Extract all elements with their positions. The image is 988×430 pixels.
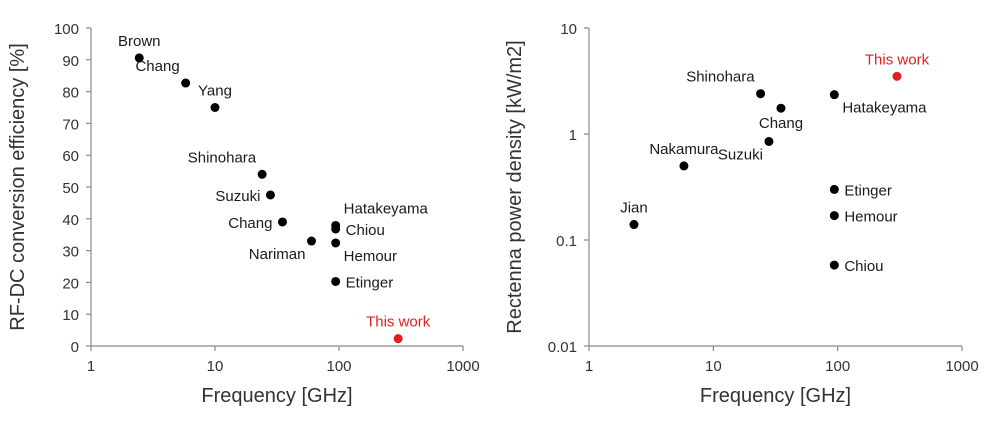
x-axis-label: Frequency [GHz] bbox=[700, 385, 851, 407]
data-point bbox=[892, 71, 902, 81]
data-point-label: Shinohara bbox=[686, 69, 755, 86]
y-tick-label: 0.1 bbox=[556, 233, 577, 250]
y-tick-label: 1 bbox=[569, 127, 577, 144]
data-point-label: Suzuki bbox=[718, 146, 763, 163]
data-point-label: Chang bbox=[135, 58, 179, 75]
y-tick-label: 80 bbox=[62, 85, 79, 102]
data-point-label: Nakamura bbox=[649, 141, 719, 158]
data-point bbox=[306, 236, 316, 246]
x-tick-label: 10 bbox=[705, 358, 722, 375]
data-point-label: Chang bbox=[759, 115, 803, 132]
data-point bbox=[181, 78, 191, 88]
x-tick-label: 100 bbox=[326, 358, 351, 375]
data-point-label: Nariman bbox=[249, 246, 306, 263]
data-point bbox=[277, 217, 287, 227]
y-tick-label: 0.01 bbox=[548, 339, 577, 356]
y-tick-label: 70 bbox=[62, 116, 79, 133]
x-ticks: 1 10 100 1000 bbox=[585, 346, 979, 375]
data-point bbox=[829, 211, 839, 221]
y-tick-label: 50 bbox=[62, 180, 79, 197]
x-tick-label: 1 bbox=[585, 358, 593, 375]
data-point-label: This work bbox=[366, 314, 431, 331]
y-ticks: 0 10 20 30 40 50 60 70 80 90 100 bbox=[54, 21, 91, 356]
data-point-label: This work bbox=[865, 51, 930, 68]
data-points: Jian Nakamura Shinohara Chang Suzuki Hatakeya… bbox=[620, 51, 929, 275]
y-tick-label: 100 bbox=[54, 21, 79, 38]
data-point-label: Hatakeyama bbox=[842, 100, 927, 117]
data-point-label: Suzuki bbox=[215, 188, 260, 205]
data-point bbox=[331, 224, 341, 234]
x-axis-label: Frequency [GHz] bbox=[201, 385, 352, 407]
data-point bbox=[393, 334, 403, 344]
data-point bbox=[756, 89, 766, 99]
y-axis-label: Rectenna power density [kW/m2] bbox=[504, 40, 526, 333]
y-ticks: 0.01 0.1 1 10 bbox=[548, 21, 589, 356]
data-point bbox=[331, 276, 341, 286]
data-point-label: Etinger bbox=[844, 182, 892, 199]
y-tick-label: 10 bbox=[62, 307, 79, 324]
y-tick-label: 30 bbox=[62, 244, 79, 261]
data-point-label: Etinger bbox=[346, 274, 394, 291]
y-tick-label: 90 bbox=[62, 53, 79, 70]
x-tick-label: 10 bbox=[207, 358, 224, 375]
data-point-label: Brown bbox=[118, 33, 161, 50]
y-tick-label: 40 bbox=[62, 212, 79, 229]
data-point bbox=[829, 184, 839, 194]
data-point bbox=[679, 161, 689, 171]
data-point bbox=[257, 169, 267, 179]
data-point-label: Jian bbox=[620, 200, 648, 217]
data-point bbox=[134, 53, 144, 63]
data-point bbox=[331, 238, 341, 248]
data-point-label: Hemour bbox=[344, 248, 397, 265]
data-point-label: Hatakeyama bbox=[344, 200, 429, 217]
y-tick-label: 20 bbox=[62, 275, 79, 292]
y-axis-label: RF-DC conversion efficiency [%] bbox=[7, 43, 29, 331]
data-point-label: Yang bbox=[198, 83, 232, 100]
x-tick-label: 1 bbox=[87, 358, 95, 375]
data-point bbox=[764, 136, 774, 146]
data-point-label: Chang bbox=[228, 215, 272, 232]
data-point-label: Hemour bbox=[844, 209, 897, 226]
y-tick-label: 60 bbox=[62, 148, 79, 165]
data-point bbox=[829, 260, 839, 270]
x-ticks: 1 10 100 1000 bbox=[87, 346, 480, 375]
data-point-label: Chiou bbox=[844, 258, 883, 275]
data-point bbox=[210, 103, 220, 112]
data-points: Brown Chang Yang Shinohara Suzuki Chang Narima… bbox=[118, 33, 431, 344]
y-tick-label: 0 bbox=[71, 339, 79, 356]
data-point-label: Chiou bbox=[346, 222, 385, 239]
data-point-label: Shinohara bbox=[188, 149, 257, 166]
x-tick-label: 1000 bbox=[446, 358, 479, 375]
data-point bbox=[829, 90, 839, 100]
data-point bbox=[776, 103, 786, 113]
data-point bbox=[629, 220, 639, 230]
power-density-chart: 1 10 100 1000 0.01 0.1 1 10 Jian Nakamura Shinoh… bbox=[504, 21, 979, 407]
data-point bbox=[265, 190, 275, 200]
x-tick-label: 1000 bbox=[945, 358, 978, 375]
x-tick-label: 100 bbox=[825, 358, 850, 375]
efficiency-chart: 1 10 100 1000 0 10 20 30 40 50 60 70 80 90 100 Brown C… bbox=[7, 21, 480, 407]
y-tick-label: 10 bbox=[560, 21, 577, 38]
